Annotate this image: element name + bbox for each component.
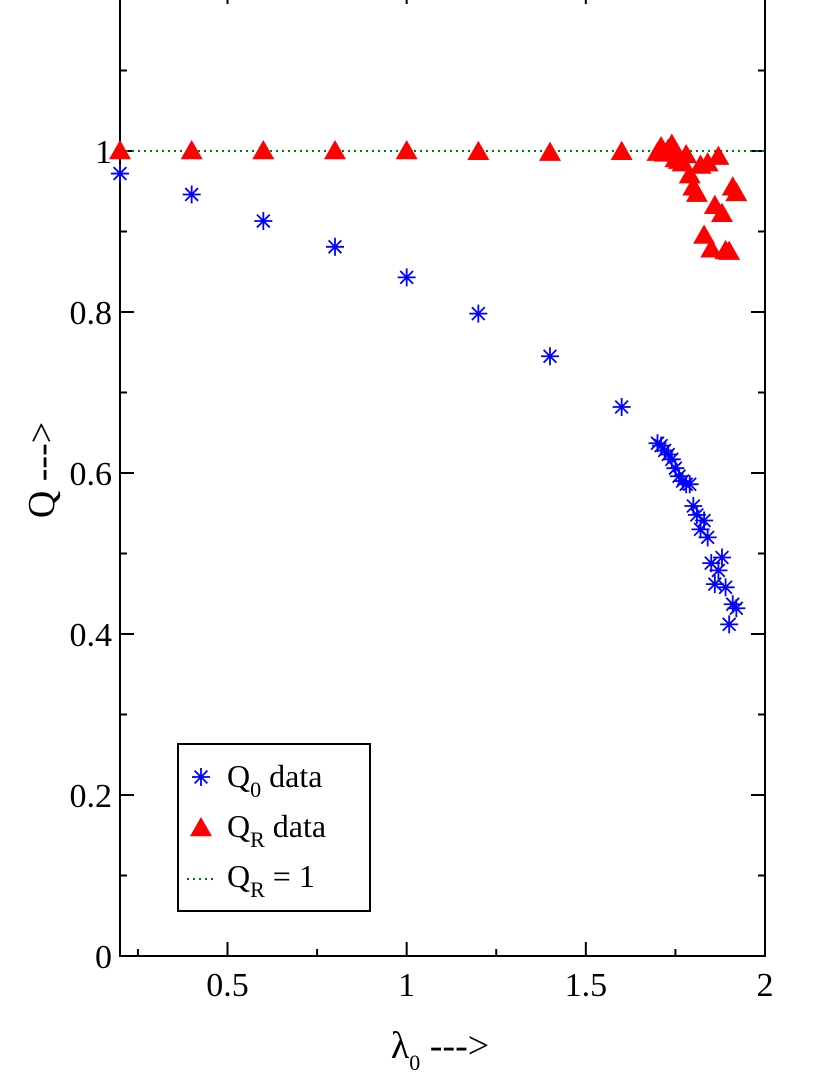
- qr-point: [711, 202, 733, 223]
- x-tick-label: 1.5: [565, 967, 608, 1004]
- legend-label-qr-line-sub: R: [250, 877, 265, 902]
- q0-point: [469, 304, 488, 323]
- y-tick-label: 0.8: [70, 295, 113, 332]
- plot-area: [109, 133, 765, 634]
- legend-triangle: [190, 817, 212, 837]
- qr-point: [610, 140, 633, 161]
- q0-point: [111, 164, 129, 183]
- q0-point: [541, 347, 559, 366]
- legend-label-qr-line-suffix: = 1: [265, 858, 315, 894]
- x-axis-title-suffix: --->: [420, 1025, 489, 1067]
- legend: Q0 data QR data QR = 1: [177, 743, 371, 912]
- qr-point: [395, 140, 418, 160]
- y-tick-label: 0.4: [70, 617, 113, 654]
- legend-label-q0-suffix: data: [261, 758, 322, 794]
- x-axis-title-sub: 0: [409, 1050, 420, 1075]
- y-tick-label: 0.2: [70, 778, 113, 815]
- qr-point: [180, 140, 203, 160]
- q0-point: [326, 237, 344, 256]
- qr-point: [675, 144, 698, 164]
- qr-point: [707, 145, 730, 165]
- legend-marker-q0: [192, 768, 210, 786]
- qr-point: [660, 133, 683, 153]
- q0-point: [680, 475, 699, 494]
- q0-point: [662, 450, 681, 469]
- q0-point: [182, 185, 201, 204]
- legend-label-qr-sub: R: [250, 827, 265, 852]
- x-tick-label: 0.5: [206, 967, 249, 1004]
- legend-asterisk: [192, 768, 210, 786]
- y-tick-label: 1: [95, 134, 112, 171]
- q0-point: [720, 615, 739, 634]
- q0-point: [254, 212, 273, 231]
- q0-point: [727, 599, 746, 618]
- qr-point: [725, 181, 748, 202]
- qr-point: [324, 140, 346, 160]
- y-tick-label: 0.6: [70, 456, 113, 493]
- x-axis-title-base: λ: [391, 1025, 410, 1067]
- qr-point: [678, 164, 701, 184]
- qr-point: [539, 141, 561, 161]
- x-tick-label: 2: [757, 967, 774, 1004]
- qr-point: [109, 140, 131, 160]
- legend-marker-qr: [190, 817, 212, 837]
- q0-point: [713, 548, 731, 567]
- legend-label-qr: QR data: [227, 808, 326, 852]
- x-tick-label: 1: [398, 967, 415, 1004]
- legend-label-qr-line: QR = 1: [227, 858, 315, 902]
- legend-label-q0-sub: 0: [250, 777, 261, 802]
- q0-point: [612, 397, 631, 416]
- q0-point: [397, 268, 416, 287]
- qr-point: [696, 152, 719, 172]
- q0-point: [698, 528, 717, 547]
- qr-point: [718, 240, 741, 260]
- q0-point: [705, 575, 724, 594]
- qr-point: [685, 182, 708, 202]
- q0-point: [716, 578, 735, 597]
- q0-point: [709, 561, 728, 580]
- legend-label-qr-base: Q: [227, 808, 250, 844]
- legend-box: [177, 743, 371, 912]
- axes-group: 0.5 1 1.5 2 0 0.2 0.4 0.6 0.8 1: [70, 0, 774, 1004]
- legend-label-qr-line-base: Q: [227, 858, 250, 894]
- y-tick-label: 0: [95, 939, 112, 976]
- qr-point: [700, 238, 723, 258]
- legend-label-q0-base: Q: [227, 758, 250, 794]
- qr-point: [693, 224, 716, 244]
- q0-point: [695, 511, 714, 530]
- q0-point: [687, 505, 706, 524]
- legend-label-q0: Q0 data: [227, 758, 322, 802]
- y-axis-title: Q --->: [21, 422, 63, 518]
- qr-point: [467, 140, 490, 161]
- qr-point: [252, 140, 275, 160]
- legend-label-qr-suffix: data: [265, 808, 326, 844]
- x-axis-title: λ0 --->: [391, 1025, 489, 1075]
